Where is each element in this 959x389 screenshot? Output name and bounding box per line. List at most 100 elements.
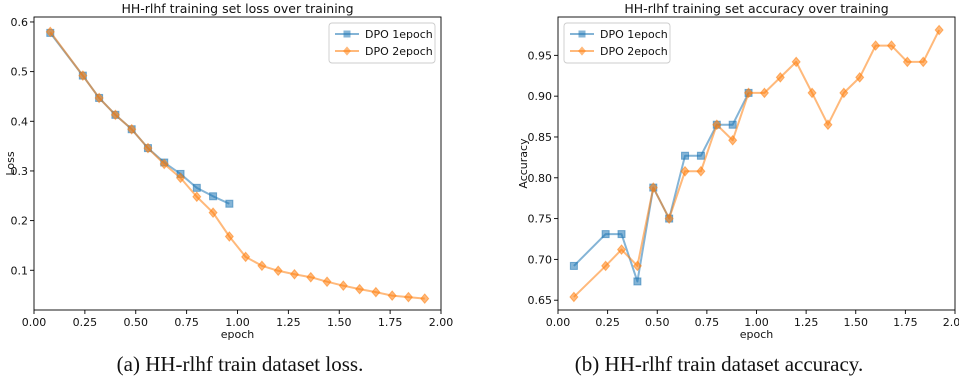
data-point-diamond: [306, 271, 316, 283]
data-point-diamond: [696, 165, 706, 177]
x-tick-label: 1.50: [327, 316, 352, 329]
data-point-diamond: [902, 56, 912, 68]
data-point-diamond: [823, 119, 833, 131]
x-axis-label: epoch: [221, 328, 255, 341]
data-point-diamond: [743, 87, 754, 99]
data-point-diamond: [855, 72, 865, 83]
data-point-diamond: [355, 283, 365, 295]
data-point-diamond: [420, 293, 430, 304]
y-tick-label: 0.80: [528, 172, 553, 185]
data-point-square: [681, 151, 690, 160]
loss-chart: HH-rlhf training set loss over training 0…: [4, 1, 454, 341]
data-point-diamond: [403, 291, 414, 303]
data-point-square: [225, 199, 234, 208]
x-tick-label: 0.00: [546, 316, 571, 329]
x-tick-label: 0.25: [73, 316, 98, 329]
data-point-diamond: [918, 56, 928, 68]
data-point-diamond: [871, 40, 881, 51]
data-point-diamond: [616, 244, 627, 255]
legend-marker-diamond: [578, 46, 586, 56]
x-tick-label: 1.75: [378, 316, 403, 329]
accuracy-chart-caption: (b) HH-rlhf train dataset accuracy.: [574, 352, 864, 376]
data-point-diamond: [192, 191, 202, 203]
series-line-1: [573, 92, 750, 283]
data-point-diamond: [78, 70, 88, 81]
data-point-diamond: [775, 72, 785, 83]
data-point-diamond: [45, 26, 55, 38]
x-tick-label: 2.00: [429, 316, 454, 329]
data-point-diamond: [241, 251, 251, 263]
data-point-square: [569, 261, 578, 270]
data-point-square: [601, 230, 610, 239]
data-point-square: [633, 277, 642, 286]
data-point-square: [728, 120, 737, 129]
data-point-diamond: [601, 260, 611, 272]
x-tick-label: 2.00: [943, 316, 959, 329]
data-point-diamond: [680, 165, 690, 177]
x-tick-label: 0.00: [22, 316, 47, 329]
data-point-diamond: [159, 158, 169, 170]
data-point-diamond: [791, 56, 801, 68]
y-tick-label: 0.1: [11, 264, 29, 277]
x-tick-label: 1.25: [276, 316, 301, 329]
x-tick-label: 1.25: [794, 316, 819, 329]
data-point-diamond: [208, 207, 218, 219]
data-point-diamond: [94, 92, 104, 104]
x-tick-label: 0.25: [595, 316, 620, 329]
y-tick-label: 0.75: [528, 213, 553, 226]
data-point-diamond: [648, 182, 658, 193]
y-tick-label: 0.3: [11, 165, 29, 178]
legend-label: DPO 1epoch: [365, 28, 433, 41]
y-tick-label: 0.4: [11, 115, 29, 128]
y-axis-label: Accuracy: [517, 138, 530, 189]
data-point-diamond: [712, 119, 722, 131]
legend-marker-square: [343, 30, 351, 38]
y-tick-label: 0.70: [528, 253, 553, 266]
x-axis-label: epoch: [740, 328, 774, 341]
x-tick-label: 0.75: [695, 316, 720, 329]
legend-marker-diamond: [343, 46, 351, 56]
data-point-diamond: [289, 268, 300, 280]
data-point-diamond: [143, 142, 153, 154]
loss-chart-panel: HH-rlhf training set loss over training 0…: [4, 1, 454, 376]
data-point-diamond: [759, 87, 770, 99]
x-tick-label: 0.50: [124, 316, 149, 329]
y-tick-label: 0.85: [528, 131, 553, 144]
data-point-diamond: [839, 87, 849, 99]
accuracy-chart: HH-rlhf training set accuracy over train…: [517, 1, 959, 341]
data-point-square: [617, 230, 626, 239]
legend: DPO 1epoch DPO 2epoch: [328, 22, 436, 64]
legend-label: DPO 1epoch: [600, 28, 668, 41]
y-tick-label: 0.2: [11, 215, 29, 228]
x-tick-label: 1.00: [225, 316, 250, 329]
data-point-diamond: [807, 87, 817, 99]
data-point-diamond: [175, 172, 186, 184]
data-point-diamond: [664, 213, 674, 224]
data-point-diamond: [728, 134, 738, 146]
data-point-diamond: [257, 260, 267, 272]
data-point-square: [192, 183, 201, 192]
legend: DPO 1epoch DPO 2epoch: [563, 22, 671, 64]
y-axis-label: Loss: [4, 151, 17, 175]
legend-marker-square: [578, 30, 586, 38]
y-tick-label: 0.65: [528, 294, 553, 307]
loss-chart-caption: (a) HH-rlhf train dataset loss.: [116, 352, 364, 376]
data-point-diamond: [387, 290, 397, 301]
data-point-diamond: [934, 24, 944, 36]
data-point-diamond: [886, 40, 897, 51]
legend-label: DPO 2epoch: [365, 45, 433, 58]
y-tick-label: 0.90: [528, 90, 553, 103]
x-tick-label: 0.50: [645, 316, 670, 329]
data-point-diamond: [110, 109, 120, 121]
chart-title: HH-rlhf training set accuracy over train…: [624, 1, 888, 16]
chart-title: HH-rlhf training set loss over training: [121, 1, 353, 16]
x-tick-label: 1.50: [844, 316, 869, 329]
x-tick-label: 1.75: [893, 316, 918, 329]
accuracy-chart-panel: HH-rlhf training set accuracy over train…: [479, 0, 959, 389]
data-point-diamond: [569, 291, 579, 303]
data-point-diamond: [127, 123, 137, 135]
series-line-2: [49, 31, 425, 300]
data-point-diamond: [322, 276, 332, 288]
data-point-square: [209, 192, 218, 201]
x-tick-label: 1.00: [744, 316, 769, 329]
